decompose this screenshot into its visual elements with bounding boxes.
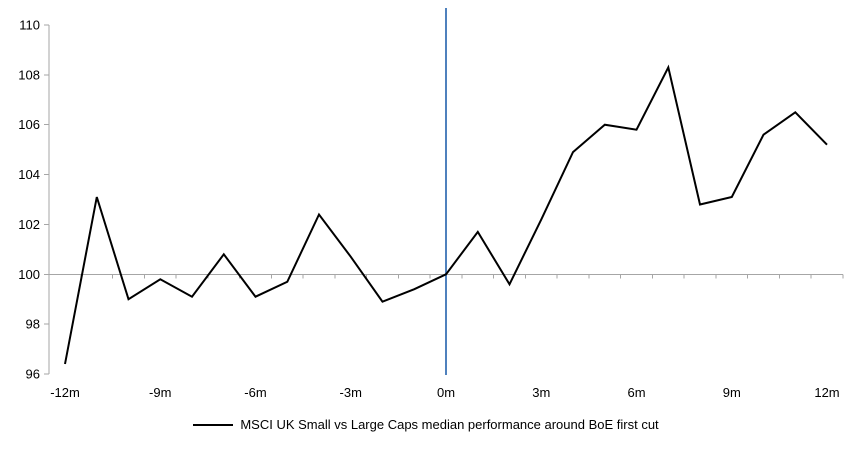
series-polyline	[64, 64, 828, 365]
y-tick-label: 102	[18, 217, 40, 232]
x-tick-label: 0m	[437, 385, 455, 400]
x-tick-label: -9m	[149, 385, 171, 400]
y-tick-label: 96	[26, 367, 40, 382]
y-tick-label: 98	[26, 317, 40, 332]
y-axis: 96 98 100 102 104 106 108 110	[18, 18, 50, 382]
series-line	[64, 64, 828, 365]
x-tick-label: 9m	[723, 385, 741, 400]
x-axis-labels: -12m -9m -6m -3m 0m 3m 6m 9m 12m	[50, 385, 839, 400]
y-tick-label: 108	[18, 67, 40, 82]
x-tick-label: -6m	[244, 385, 266, 400]
legend: MSCI UK Small vs Large Caps median perfo…	[0, 417, 852, 432]
y-tick-label: 100	[18, 267, 40, 282]
y-tick-label: 110	[19, 18, 40, 33]
y-tick-label: 106	[18, 117, 40, 132]
x-tick-label: 6m	[627, 385, 645, 400]
x-tick-label: -12m	[50, 385, 80, 400]
x-tick-label: 3m	[532, 385, 550, 400]
x-tick-label: -3m	[340, 385, 362, 400]
y-tick-label: 104	[18, 167, 40, 182]
x-tick-label: 12m	[814, 385, 839, 400]
legend-label: MSCI UK Small vs Large Caps median perfo…	[240, 417, 659, 432]
legend-line-swatch	[193, 423, 234, 426]
